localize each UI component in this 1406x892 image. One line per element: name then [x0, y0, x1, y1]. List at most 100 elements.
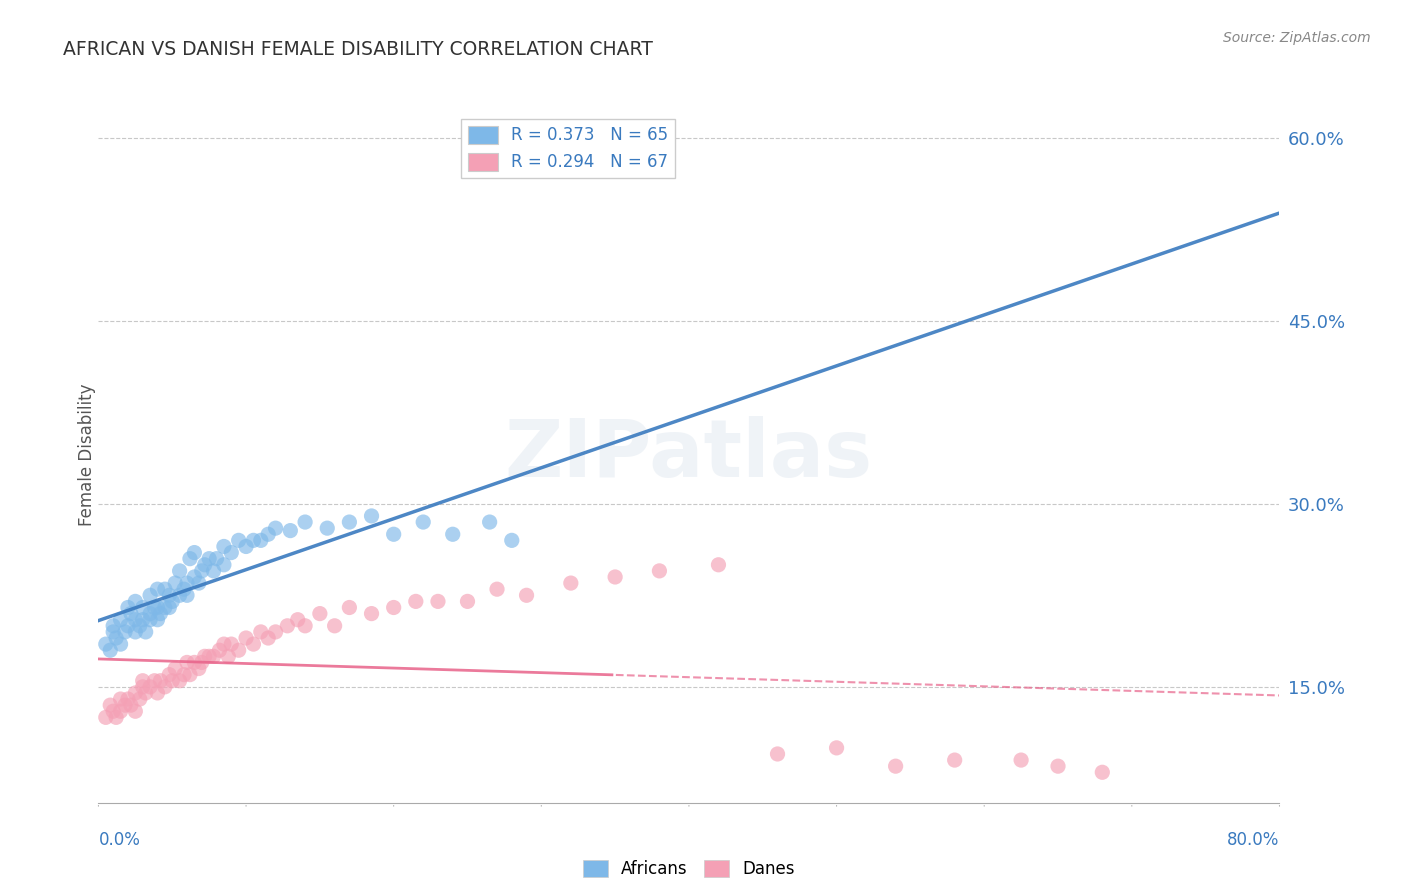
Point [198, 649, 221, 664]
Point [264, 624, 287, 639]
Point [316, 521, 339, 535]
Point [191, 656, 214, 670]
Point [132, 673, 155, 688]
Point [139, 607, 162, 621]
Text: 80.0%: 80.0% [1227, 831, 1279, 849]
Point [149, 673, 172, 688]
Point [110, 613, 132, 627]
Point [219, 545, 242, 559]
Point [294, 515, 316, 529]
Point [98, 643, 121, 657]
Point [157, 667, 180, 681]
Point [235, 540, 257, 554]
Point [456, 594, 478, 608]
Point [117, 600, 139, 615]
Point [648, 564, 671, 578]
Point [191, 564, 214, 578]
Point [176, 656, 198, 670]
Point [1010, 753, 1032, 767]
Point [287, 613, 309, 627]
Point [103, 704, 125, 718]
Point [153, 582, 176, 597]
Point [198, 551, 221, 566]
Point [105, 631, 128, 645]
Point [103, 624, 125, 639]
Point [212, 558, 235, 572]
Point [257, 527, 280, 541]
Point [179, 667, 201, 681]
Point [139, 588, 162, 602]
Point [825, 740, 848, 755]
Point [173, 667, 195, 681]
Point [169, 588, 191, 602]
Point [183, 545, 205, 559]
Point [183, 570, 205, 584]
Point [176, 576, 198, 591]
Point [169, 673, 191, 688]
Point [360, 607, 382, 621]
Point [132, 600, 155, 615]
Point [276, 619, 298, 633]
Point [183, 656, 205, 670]
Point [560, 576, 582, 591]
Point [1046, 759, 1069, 773]
Point [884, 759, 907, 773]
Point [205, 551, 228, 566]
Point [98, 698, 121, 713]
Point [173, 582, 195, 597]
Point [157, 600, 180, 615]
Point [105, 710, 128, 724]
Point [143, 600, 166, 615]
Point [103, 619, 125, 633]
Point [114, 698, 136, 713]
Point [228, 533, 250, 548]
Point [202, 649, 225, 664]
Point [94, 637, 117, 651]
Point [309, 607, 332, 621]
Point [124, 686, 146, 700]
Point [294, 619, 316, 633]
Point [187, 661, 209, 675]
Point [117, 619, 139, 633]
Point [382, 600, 405, 615]
Point [169, 564, 191, 578]
Point [179, 551, 201, 566]
Point [235, 631, 257, 645]
Point [766, 747, 789, 761]
Point [157, 588, 180, 602]
Point [212, 637, 235, 651]
Point [382, 527, 405, 541]
Y-axis label: Female Disability: Female Disability [79, 384, 96, 526]
Text: ZIPatlas: ZIPatlas [505, 416, 873, 494]
Point [707, 558, 730, 572]
Point [194, 649, 217, 664]
Point [943, 753, 966, 767]
Point [128, 619, 150, 633]
Point [339, 600, 360, 615]
Point [323, 619, 346, 633]
Point [120, 698, 142, 713]
Point [124, 704, 146, 718]
Point [132, 680, 155, 694]
Point [165, 661, 187, 675]
Point [162, 673, 183, 688]
Point [605, 570, 627, 584]
Point [1091, 765, 1114, 780]
Point [110, 692, 132, 706]
Point [441, 527, 464, 541]
Point [153, 680, 176, 694]
Point [165, 576, 187, 591]
Point [242, 533, 264, 548]
Point [124, 594, 146, 608]
Point [478, 515, 501, 529]
Point [146, 686, 169, 700]
Point [486, 582, 509, 597]
Point [117, 692, 139, 706]
Point [219, 637, 242, 651]
Point [149, 607, 172, 621]
Point [217, 649, 239, 664]
Point [202, 564, 225, 578]
Point [264, 521, 287, 535]
Point [208, 643, 231, 657]
Text: Source: ZipAtlas.com: Source: ZipAtlas.com [1223, 31, 1371, 45]
